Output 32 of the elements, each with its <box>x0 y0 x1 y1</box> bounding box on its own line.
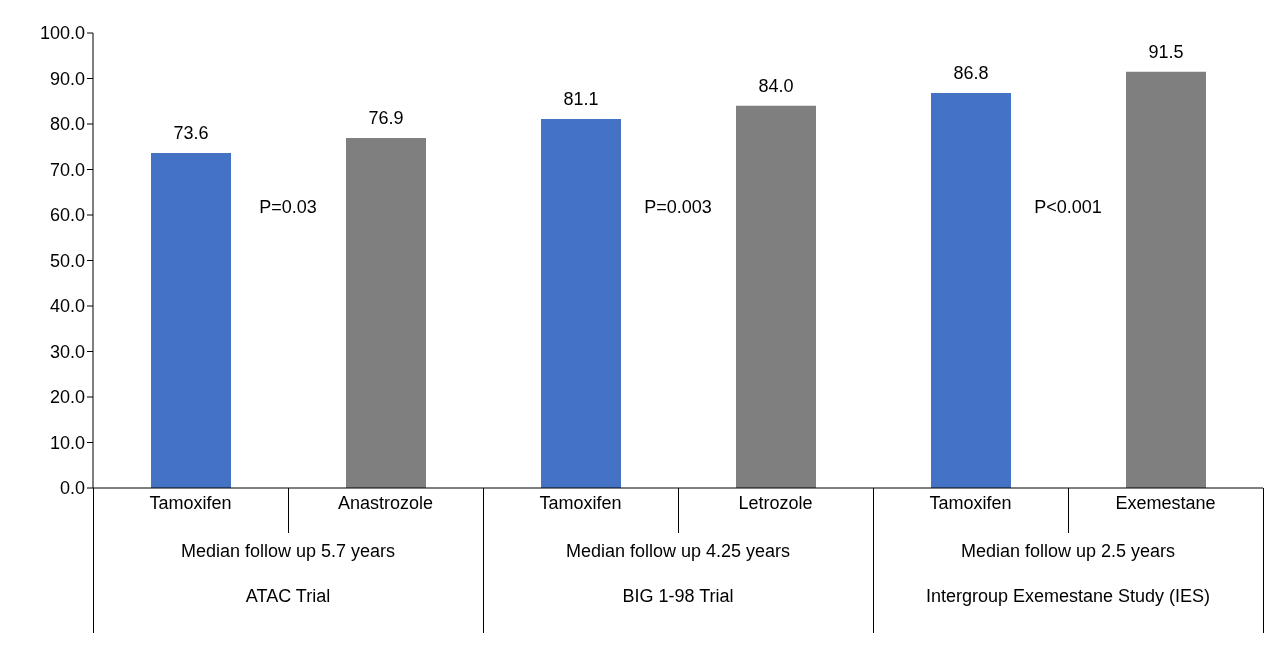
x-tick-label: Tamoxifen <box>929 492 1012 513</box>
y-tick-label: 20.0 <box>49 387 85 408</box>
y-tick-label: 50.0 <box>49 250 85 271</box>
text: ATAC Trial <box>244 586 332 607</box>
annotation: P=0.03 <box>258 196 318 218</box>
y-tick-label: 100.0 <box>39 23 85 44</box>
y-tick-label: 60.0 <box>49 205 85 226</box>
data-label: 81.1 <box>563 89 599 109</box>
x-tick-label: Tamoxifen <box>539 492 622 513</box>
x-tick-label: Exemestane <box>1115 492 1216 513</box>
y-tick-label: 90.0 <box>49 68 85 89</box>
text: Intergroup Exemestane Study (IES) <box>924 586 1212 607</box>
x-tick-label: Letrozole <box>738 492 813 513</box>
text: BIG 1-98 Trial <box>621 586 735 607</box>
x-tick-label: Anastrozole <box>337 492 434 513</box>
y-tick-label: 80.0 <box>49 114 85 135</box>
y-tick-label: 30.0 <box>49 341 85 362</box>
data-label: 84.0 <box>758 75 794 96</box>
data-label: 73.6 <box>173 123 209 144</box>
data-label: 86.8 <box>953 63 989 84</box>
text: Median follow up 4.25 years <box>564 541 792 562</box>
annotation: P<0.001 <box>1033 196 1103 218</box>
y-tick-label: 0.0 <box>59 478 85 499</box>
y-tick-label: 40.0 <box>49 296 85 317</box>
data-label: 76.9 <box>368 108 404 129</box>
x-tick-label: Tamoxifen <box>149 492 232 513</box>
text: Median follow up 2.5 years <box>959 541 1177 562</box>
annotation: P=0.003 <box>643 196 713 218</box>
y-tick-label: 10.0 <box>49 432 85 453</box>
y-tick-label: 70.0 <box>49 159 85 180</box>
data-label: 91.5 <box>1148 41 1184 62</box>
text: Median follow up 5.7 years <box>179 541 397 562</box>
